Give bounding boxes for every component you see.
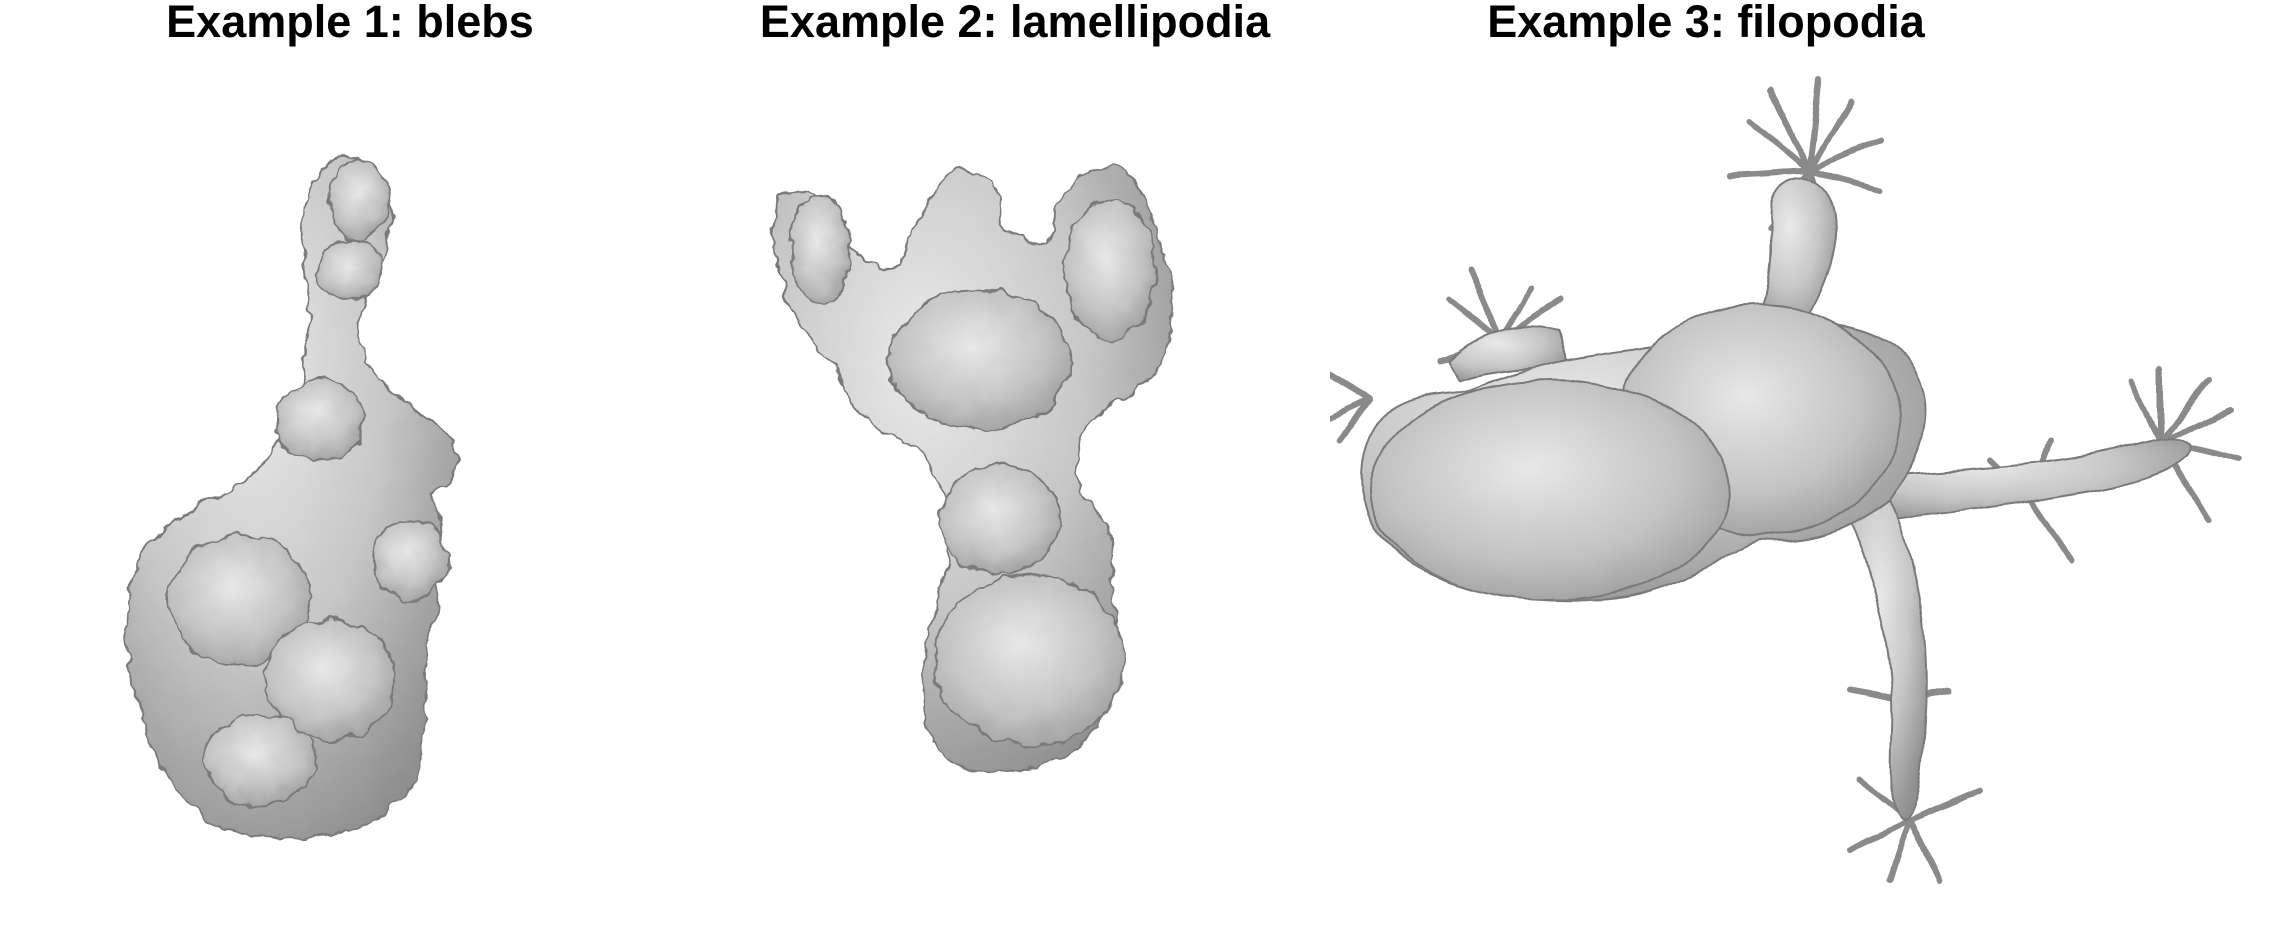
panel-title: Example 2: lamellipodia [759,0,1271,47]
panel-title: Example 1: blebs [166,0,534,47]
panel-filopodia: Example 3: filopodia [1330,0,2282,947]
panel-lamellipodia: Example 2: lamellipodia [700,0,1330,947]
cell-lamellipodia-render [771,166,1174,772]
cell-filopodia-render [1330,77,2243,883]
panel-title: Example 3: filopodia [1487,0,1925,47]
cell-blebs-render [125,155,458,840]
panel-blebs: Example 1: blebs [0,0,700,947]
